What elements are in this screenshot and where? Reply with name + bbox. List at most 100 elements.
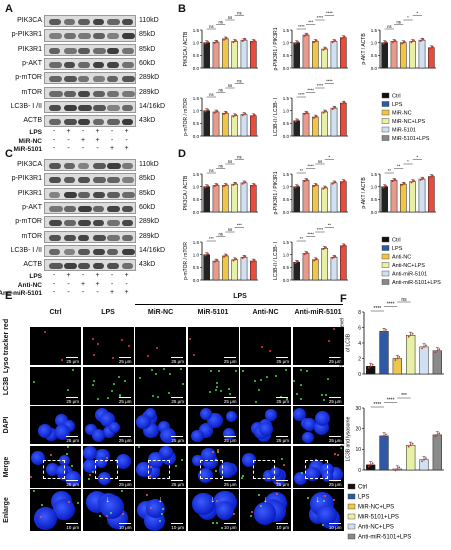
data-point <box>232 41 235 44</box>
bar <box>250 260 257 281</box>
data-point <box>323 187 326 189</box>
sig-label: ns <box>209 24 213 29</box>
puncta <box>109 512 112 515</box>
sig-label: *** <box>209 236 214 241</box>
data-point <box>331 257 334 260</box>
bar <box>312 41 319 69</box>
data-point <box>403 40 406 43</box>
data-point <box>315 183 318 186</box>
scale-bar-label: 25 μm <box>66 481 79 487</box>
bar <box>340 102 347 137</box>
micro-tile: 25 μm <box>82 445 134 488</box>
blot-strip <box>44 115 136 128</box>
scale-bar-label: 10 μm <box>66 525 79 530</box>
data-point <box>371 462 374 465</box>
micro-tile: 25 μm <box>82 366 134 405</box>
data-point <box>325 110 327 112</box>
blot-sign: - <box>81 272 85 280</box>
puncta <box>118 376 121 379</box>
legend-label: Anti-miR-5101 <box>392 272 427 278</box>
puncta <box>339 446 342 449</box>
data-point <box>422 177 425 180</box>
puncta <box>30 475 33 478</box>
data-point <box>333 40 335 43</box>
data-point <box>331 41 334 44</box>
y-tick-label: 0.0 <box>371 210 378 215</box>
y-tick-label: 1.5 <box>193 172 200 177</box>
puncta <box>154 372 157 375</box>
blot-band <box>63 33 76 40</box>
arrow-icon: ↓ <box>315 494 320 504</box>
blot-band <box>107 263 120 270</box>
data-point <box>224 184 227 187</box>
data-point <box>303 113 306 116</box>
nucleus <box>64 470 81 487</box>
puncta <box>315 458 318 461</box>
puncta <box>281 457 284 460</box>
panel-label-d: D <box>178 148 186 160</box>
data-point <box>421 347 423 350</box>
data-point <box>331 182 334 185</box>
puncta <box>240 477 243 480</box>
data-point <box>205 41 208 44</box>
data-point <box>204 42 207 45</box>
data-point <box>322 111 325 114</box>
blot-band <box>107 61 119 68</box>
blot-strip <box>44 230 136 243</box>
blot-band <box>78 177 90 184</box>
micro-tile: 25 μm <box>240 445 291 488</box>
scale-bar-label: 10 μm <box>276 525 289 530</box>
data-point <box>305 179 307 182</box>
bar <box>406 335 416 375</box>
blot-sign: - <box>52 289 56 297</box>
nucleus <box>225 411 237 423</box>
bar <box>409 181 416 213</box>
bar <box>321 248 328 281</box>
data-point <box>402 183 405 186</box>
blot-sign: - <box>52 280 56 288</box>
data-point <box>421 178 423 180</box>
sig-label: **** <box>326 11 333 16</box>
sig-label: ns <box>401 298 407 303</box>
legend-swatch <box>381 126 390 133</box>
puncta <box>217 369 220 372</box>
bar <box>379 331 389 375</box>
blot-band <box>49 263 63 270</box>
scale-bar <box>276 436 288 437</box>
puncta <box>306 496 309 499</box>
legend-label: Anti-miR-5101+LPS <box>358 535 411 541</box>
blot-band <box>92 205 105 212</box>
blot-protein-label: mTOR <box>21 88 42 96</box>
blot-kda-label: 110kD <box>139 17 159 24</box>
bar <box>222 38 229 69</box>
puncta <box>122 512 125 515</box>
puncta <box>49 454 52 457</box>
blot-sign: - <box>81 128 85 136</box>
blot-strip <box>44 216 136 229</box>
y-tick-label: 0.5 <box>283 121 290 126</box>
scale-bar-label: 25 μm <box>276 398 289 404</box>
blot-sign: - <box>67 136 70 144</box>
nucleus <box>191 454 204 467</box>
sig-label: ** <box>300 168 304 173</box>
data-point <box>436 433 439 436</box>
bar <box>400 42 407 69</box>
y-tick-label: 1.0 <box>371 40 378 45</box>
micro-tile: 25 μm <box>292 445 344 488</box>
puncta <box>113 383 116 386</box>
data-point <box>205 185 208 188</box>
data-point <box>295 119 298 122</box>
blot-band <box>92 61 104 68</box>
sig-label: *** <box>237 223 242 228</box>
data-point <box>251 261 253 263</box>
data-point <box>235 39 237 42</box>
scale-bar <box>171 357 183 358</box>
blot-band <box>92 177 106 184</box>
sig-label: **** <box>317 83 324 88</box>
legend-label: Anti-NC <box>392 255 411 261</box>
micro-tile: 25 μm <box>135 406 186 444</box>
data-point <box>225 183 228 186</box>
data-point <box>322 187 325 190</box>
scale-bar-label: 25 μm <box>276 481 289 487</box>
